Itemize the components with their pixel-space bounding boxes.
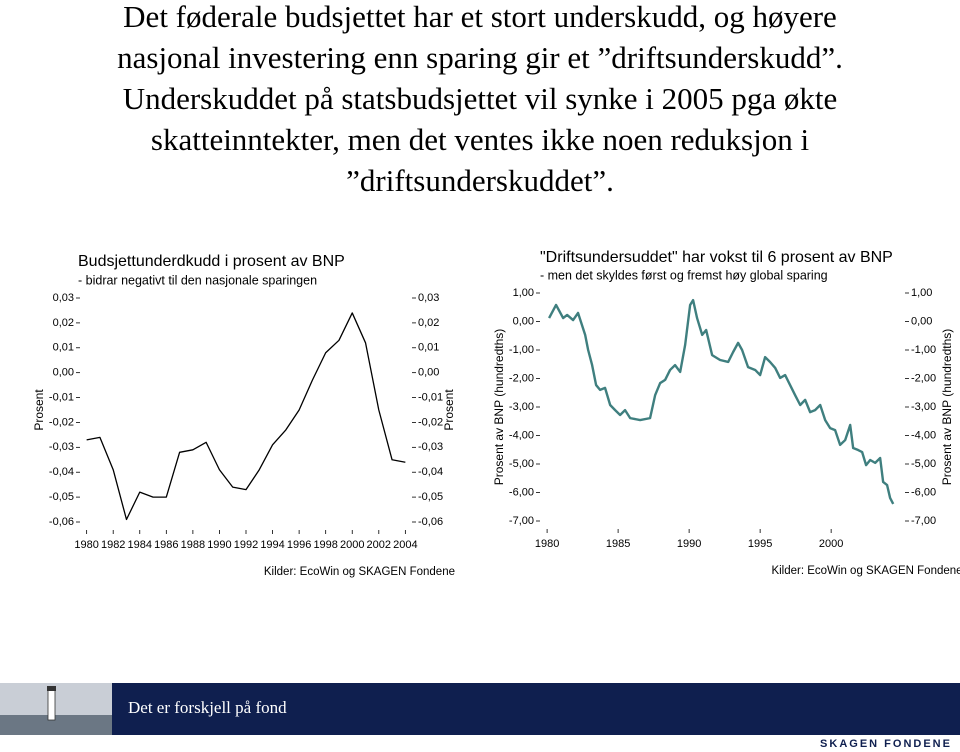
chart-subtitle: - men det skyldes først og fremst høy gl… xyxy=(540,268,828,282)
x-tick-label: 1980 xyxy=(74,539,98,551)
x-tick-label: 1985 xyxy=(606,538,630,550)
footer-band xyxy=(0,683,960,735)
title-line: Det føderale budsjettet har et stort und… xyxy=(123,0,837,34)
x-tick-label: 2004 xyxy=(393,539,417,551)
y-tick-label: -0,03 xyxy=(49,441,74,453)
y-tick-label: -6,00 xyxy=(509,486,534,498)
x-tick-label: 1998 xyxy=(313,539,337,551)
y2-tick-label: 0,02 xyxy=(418,317,439,329)
chart: "Driftsundersuddet" har vokst til 6 pros… xyxy=(492,249,960,577)
y2-tick-label: -0,03 xyxy=(418,441,443,453)
x-tick-label: 1990 xyxy=(677,538,701,550)
x-tick-label: 1984 xyxy=(128,539,152,551)
x-tick-label: 1988 xyxy=(181,539,205,551)
y-tick-label: -4,00 xyxy=(509,429,534,441)
y-tick-label: -0,05 xyxy=(49,491,74,503)
x-tick-label: 1995 xyxy=(748,538,772,550)
x-tick-label: 1986 xyxy=(154,539,178,551)
lighthouse-top xyxy=(47,686,56,691)
x-tick-label: 2000 xyxy=(340,539,364,551)
y2-axis-label: Prosent xyxy=(442,389,456,431)
x-tick-label: 1996 xyxy=(287,539,311,551)
y2-tick-label: 0,00 xyxy=(911,315,932,327)
x-tick-label: 1994 xyxy=(260,539,284,551)
y-axis-label: Prosent av BNP (hundredths) xyxy=(492,329,506,486)
title-line: nasjonal investering enn sparing gir et … xyxy=(117,40,843,75)
y2-tick-label: -0,05 xyxy=(418,491,443,503)
y2-tick-label: -7,00 xyxy=(911,515,936,527)
footer-photo-rocks xyxy=(0,715,112,735)
chart-title: "Driftsundersuddet" har vokst til 6 pros… xyxy=(540,249,893,266)
chart-title: Budsjettunderdkudd i prosent av BNP xyxy=(78,253,345,270)
y2-tick-label: -0,06 xyxy=(418,516,443,528)
chart-subtitle: - bidrar negativt til den nasjonale spar… xyxy=(78,273,317,287)
y2-tick-label: -4,00 xyxy=(911,429,936,441)
y2-tick-label: -0,01 xyxy=(418,391,443,403)
title-line: Underskuddet på statsbudsjettet vil synk… xyxy=(123,81,838,116)
y2-tick-label: -6,00 xyxy=(911,486,936,498)
y-tick-label: -0,01 xyxy=(49,391,74,403)
source: Kilder: EcoWin og SKAGEN Fondene xyxy=(771,565,960,577)
y2-tick-label: -3,00 xyxy=(911,401,936,413)
y2-tick-label: 0,01 xyxy=(418,342,439,354)
y-tick-label: -0,02 xyxy=(49,416,74,428)
x-tick-label: 1982 xyxy=(101,539,125,551)
y-tick-label: 0,01 xyxy=(53,342,74,354)
data-line xyxy=(86,312,406,521)
title-line: ”driftsunderskuddet”. xyxy=(346,163,614,198)
y2-tick-label: 1,00 xyxy=(911,287,932,299)
y-tick-label: -2,00 xyxy=(509,372,534,384)
y-tick-label: 0,00 xyxy=(513,315,534,327)
y-tick-label: 0,00 xyxy=(53,367,74,379)
x-tick-label: 1990 xyxy=(207,539,231,551)
x-tick-label: 1992 xyxy=(234,539,258,551)
y-tick-label: -3,00 xyxy=(509,401,534,413)
y-tick-label: -7,00 xyxy=(509,515,534,527)
chart: Budsjettunderdkudd i prosent av BNP - bid… xyxy=(32,253,456,578)
data-line xyxy=(548,298,895,505)
x-tick-label: 2002 xyxy=(367,539,391,551)
slide-title: Det føderale budsjettet har et stort und… xyxy=(117,0,843,198)
y2-tick-label: 0,03 xyxy=(418,292,439,304)
source: Kilder: EcoWin og SKAGEN Fondene xyxy=(264,566,455,578)
y-tick-label: 1,00 xyxy=(513,287,534,299)
x-tick-label: 2000 xyxy=(819,538,843,550)
y2-tick-label: -0,02 xyxy=(418,416,443,428)
y2-axis-label: Prosent av BNP (hundredths) xyxy=(940,329,954,486)
y-tick-label: -0,06 xyxy=(49,516,74,528)
y-axis-label: Prosent xyxy=(32,389,46,431)
x-tick-label: 1980 xyxy=(535,538,559,550)
lighthouse xyxy=(47,689,56,721)
y2-tick-label: 0,00 xyxy=(418,367,439,379)
logo-bg xyxy=(800,735,960,752)
charts: Budsjettunderdkudd i prosent av BNP - bid… xyxy=(32,249,960,578)
logo: SKAGEN FONDENE xyxy=(820,738,952,750)
y-tick-label: -0,04 xyxy=(49,466,74,478)
y-tick-label: -1,00 xyxy=(509,344,534,356)
y-tick-label: 0,02 xyxy=(53,317,74,329)
y-tick-label: -5,00 xyxy=(509,458,534,470)
y2-tick-label: -2,00 xyxy=(911,372,936,384)
title-line: skatteinntekter, men det ventes ikke noe… xyxy=(151,122,810,157)
y2-tick-label: -5,00 xyxy=(911,458,936,470)
y2-tick-label: -1,00 xyxy=(911,344,936,356)
y-tick-label: 0,03 xyxy=(53,292,74,304)
footer-text: Det er forskjell på fond xyxy=(128,698,287,717)
y2-tick-label: -0,04 xyxy=(418,466,443,478)
logo-rule xyxy=(822,726,950,729)
